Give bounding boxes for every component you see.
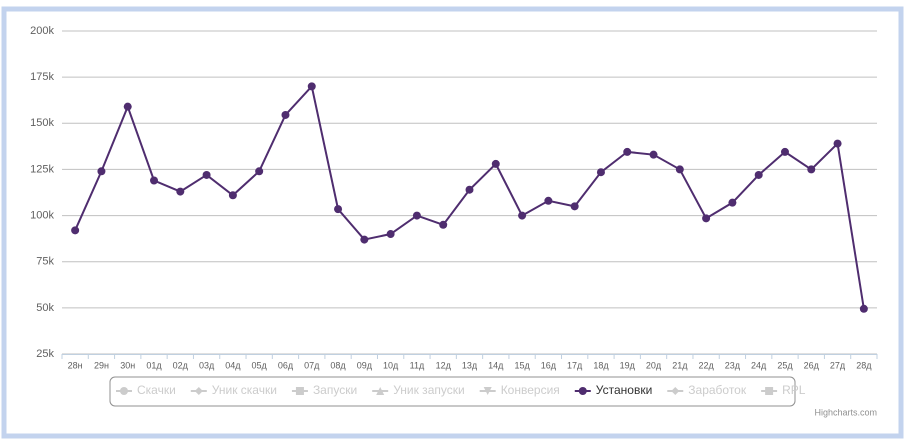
y-tick-label: 100k bbox=[30, 209, 54, 221]
data-point bbox=[833, 139, 842, 148]
data-point bbox=[596, 168, 605, 177]
data-point bbox=[255, 167, 264, 176]
y-tick-label: 25k bbox=[36, 348, 54, 360]
y-tick-label: 150k bbox=[30, 117, 54, 129]
data-point bbox=[518, 211, 527, 220]
data-point bbox=[150, 176, 159, 185]
x-tick-label: 26д bbox=[804, 360, 820, 370]
legend-box bbox=[109, 376, 796, 407]
y-tick-label: 125k bbox=[30, 163, 54, 175]
x-tick-label: 13д bbox=[462, 360, 478, 370]
data-point bbox=[439, 220, 448, 229]
x-tick-label: 07д bbox=[304, 360, 320, 370]
data-point bbox=[570, 202, 579, 211]
data-point bbox=[859, 304, 868, 313]
legend-symbol bbox=[194, 387, 203, 395]
x-tick-label: 25д bbox=[777, 360, 793, 370]
x-tick-label: 28д bbox=[856, 360, 872, 370]
data-point bbox=[780, 147, 789, 156]
data-point bbox=[97, 167, 106, 176]
x-tick-label: 11д bbox=[410, 360, 425, 370]
x-tick-label: 21д bbox=[672, 360, 688, 370]
x-tick-label: 01д bbox=[146, 360, 162, 370]
data-point bbox=[386, 230, 395, 239]
data-point bbox=[334, 205, 343, 214]
legend-item: Уник запуски bbox=[393, 383, 465, 397]
data-point bbox=[123, 102, 132, 111]
chart-frame bbox=[1, 6, 904, 439]
data-point bbox=[623, 147, 632, 156]
data-point bbox=[281, 110, 290, 119]
data-point bbox=[675, 165, 684, 174]
x-tick-label: 20д bbox=[646, 360, 662, 370]
legend-item: RPL bbox=[782, 383, 806, 397]
data-point bbox=[728, 198, 737, 207]
legend-symbol bbox=[295, 387, 304, 395]
legend-item: Уник скачки bbox=[212, 383, 277, 397]
x-tick-label: 06д bbox=[278, 360, 294, 370]
x-tick-label: 04д bbox=[225, 360, 241, 370]
x-tick-label: 10д bbox=[383, 360, 399, 370]
data-point bbox=[702, 214, 711, 223]
data-point bbox=[71, 226, 80, 235]
data-point bbox=[307, 82, 316, 91]
legend-item: Конверсия bbox=[501, 383, 560, 397]
legend-symbol bbox=[483, 387, 492, 395]
x-tick-label: 30н bbox=[120, 360, 135, 370]
legend-item: Установки bbox=[596, 383, 652, 397]
legend-symbol bbox=[120, 387, 128, 395]
x-tick-label: 19д bbox=[620, 360, 636, 370]
data-point bbox=[465, 185, 474, 194]
x-tick-label: 14д bbox=[488, 360, 504, 370]
data-point bbox=[491, 159, 500, 168]
legend-item: Запуски bbox=[313, 383, 357, 397]
y-tick-label: 75k bbox=[36, 256, 54, 268]
x-tick-label: 18д bbox=[593, 360, 609, 370]
legend-item: Заработок bbox=[688, 383, 747, 397]
data-point bbox=[807, 165, 816, 174]
x-tick-label: 24д bbox=[751, 360, 767, 370]
data-point bbox=[228, 191, 237, 200]
x-tick-label: 28н bbox=[68, 360, 83, 370]
x-tick-label: 03д bbox=[199, 360, 215, 370]
x-tick-label: 05д bbox=[252, 360, 268, 370]
x-tick-label: 17д bbox=[567, 360, 583, 370]
x-tick-label: 09д bbox=[357, 360, 373, 370]
credits: Highcharts.com bbox=[814, 407, 877, 417]
x-tick-label: 12д bbox=[436, 360, 452, 370]
x-tick-label: 23д bbox=[725, 360, 741, 370]
data-point bbox=[202, 170, 211, 179]
x-tick-label: 16д bbox=[541, 360, 557, 370]
x-tick-label: 27д bbox=[830, 360, 846, 370]
legend-symbol bbox=[376, 387, 385, 395]
data-point bbox=[649, 150, 658, 159]
legend-symbol bbox=[671, 387, 680, 395]
data-point bbox=[176, 187, 185, 196]
legend-item: Скачки bbox=[137, 383, 176, 397]
x-tick-label: 08д bbox=[330, 360, 346, 370]
legend-symbol bbox=[765, 387, 774, 395]
x-tick-label: 29н bbox=[94, 360, 109, 370]
data-point bbox=[412, 211, 421, 220]
data-point bbox=[544, 196, 553, 205]
x-tick-label: 02д bbox=[173, 360, 189, 370]
y-tick-label: 200k bbox=[30, 25, 54, 37]
y-tick-label: 175k bbox=[30, 71, 54, 83]
x-tick-label: 22д bbox=[698, 360, 714, 370]
y-tick-label: 50k bbox=[36, 302, 54, 314]
legend-symbol bbox=[578, 387, 587, 395]
x-tick-label: 15д bbox=[514, 360, 530, 370]
data-point bbox=[360, 235, 369, 244]
data-point bbox=[754, 170, 763, 179]
